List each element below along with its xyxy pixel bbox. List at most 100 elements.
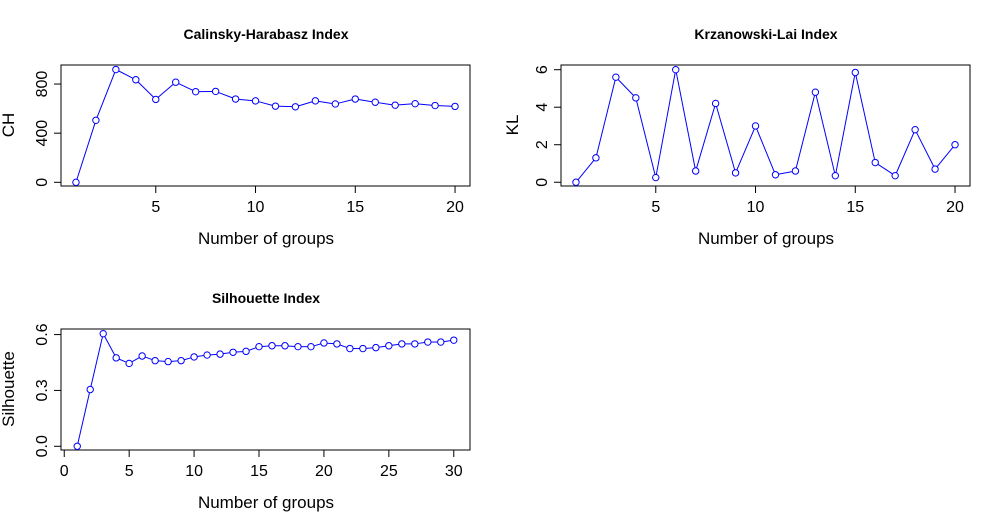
kl-data-point xyxy=(811,88,820,96)
ch-data-point xyxy=(112,65,120,74)
kl-data-point xyxy=(672,65,680,74)
ch-line-segment xyxy=(157,83,174,98)
silhouette-line-segment xyxy=(391,343,399,346)
kl-data-point xyxy=(931,165,939,173)
kl-line-segment xyxy=(696,106,716,169)
kl-line-segment xyxy=(855,75,876,160)
silhouette-data-point xyxy=(307,342,315,351)
kl-y-tick-label: 6 xyxy=(534,65,551,74)
silhouette-title: Silhouette Index xyxy=(212,290,320,306)
kl-line-segment xyxy=(877,163,893,175)
ch-line-segment xyxy=(438,105,452,107)
ch-line-segment xyxy=(96,72,116,118)
kl-line-segment xyxy=(795,95,816,169)
ch-y-tick-label: 0 xyxy=(34,178,51,187)
kl-line-segment xyxy=(756,128,775,172)
kl-x-tick-label: 20 xyxy=(946,199,964,216)
ch-data-point xyxy=(271,102,280,110)
silhouette-data-point xyxy=(216,350,224,358)
silhouette-data-point xyxy=(177,356,185,365)
kl-series xyxy=(572,65,959,186)
ch-data-point xyxy=(172,78,180,86)
kl-data-point xyxy=(771,171,780,179)
kl-x-tick-label: 10 xyxy=(747,199,765,216)
kl-x-tick-label: 5 xyxy=(651,199,660,216)
ch-data-point xyxy=(92,116,100,124)
ch-x-axis: 5 10 15 20 xyxy=(151,185,464,216)
kl-y-tick-label: 2 xyxy=(534,140,551,149)
ch-line-segment xyxy=(358,99,373,103)
kl-line-segment xyxy=(936,146,954,167)
silhouette-data-point xyxy=(320,339,328,347)
silhouette-data-point xyxy=(112,354,120,362)
silhouette-data-point xyxy=(164,357,172,366)
silhouette-x-tick-label: 25 xyxy=(380,463,398,480)
kl-data-point xyxy=(751,122,760,130)
silhouette-x-tick-label: 30 xyxy=(445,463,463,480)
silhouette-line-segment xyxy=(77,392,90,444)
silhouette-data-point xyxy=(268,342,276,350)
kl-line-segment xyxy=(675,72,696,168)
silhouette-data-point xyxy=(203,351,211,359)
ch-data-point xyxy=(391,101,399,109)
ch-line-segment xyxy=(118,70,134,79)
silhouette-x-tick-label: 20 xyxy=(315,463,333,480)
kl-x-axis-label: Number of groups xyxy=(698,229,834,248)
ch-x-tick-label: 10 xyxy=(247,199,265,216)
ch-data-point xyxy=(72,178,80,187)
ch-data-point xyxy=(251,97,260,105)
ch-line-segment xyxy=(418,103,432,106)
silhouette-data-point xyxy=(346,344,354,353)
ch-data-point xyxy=(231,95,240,103)
silhouette-x-axis-label: Number of groups xyxy=(198,493,334,512)
silhouette-data-point xyxy=(424,338,432,346)
silhouette-line-segment xyxy=(144,356,153,361)
silhouette-data-point xyxy=(73,442,81,450)
silhouette-line-segment xyxy=(118,358,127,363)
ch-x-tick-label: 5 xyxy=(151,199,160,216)
kl-data-point xyxy=(891,171,899,180)
silhouette-data-point xyxy=(125,359,133,368)
silhouette-panel: Silhouette Index 0 5 10 15 20 25 30 0.00.30.6 … xyxy=(0,290,471,512)
silhouette-line-segment xyxy=(223,352,230,355)
silhouette-data-point xyxy=(450,336,458,344)
silhouette-line-segment xyxy=(90,336,103,387)
silhouette-data-point xyxy=(281,342,289,350)
kl-line-segment xyxy=(655,72,676,175)
silhouette-data-point xyxy=(151,356,159,365)
ch-y-axis-label: CH xyxy=(0,113,18,138)
kl-line-segment xyxy=(636,100,656,175)
ch-y-tick-label: 400 xyxy=(34,120,51,147)
silhouette-y-axis-label: Silhouette xyxy=(0,351,18,427)
ch-data-point xyxy=(311,97,320,105)
kl-line-segment xyxy=(596,80,616,155)
ch-data-point xyxy=(331,100,340,108)
ch-panel: Calinsky-Harabasz Index 5 10 15 20 0400800 … xyxy=(0,26,471,248)
ch-line-segment xyxy=(218,92,233,99)
ch-data-point xyxy=(152,95,160,104)
silhouette-data-point xyxy=(398,340,406,348)
ch-title: Calinsky-Harabasz Index xyxy=(184,26,349,42)
kl-data-point xyxy=(691,167,700,175)
kl-data-point xyxy=(652,173,660,182)
ch-line-segment xyxy=(318,100,333,104)
silhouette-x-tick-label: 10 xyxy=(185,463,203,480)
ch-line-segment xyxy=(338,99,353,104)
silhouette-data-point xyxy=(294,342,302,351)
silhouette-line-segment xyxy=(339,344,348,348)
ch-x-tick-label: 15 xyxy=(346,199,364,216)
silhouette-y-tick-label: 0.3 xyxy=(34,379,51,401)
kl-line-segment xyxy=(577,160,595,181)
kl-y-axis-label: KL xyxy=(503,115,522,136)
silhouette-x-tick-label: 0 xyxy=(60,463,69,480)
silhouette-data-point xyxy=(411,340,419,348)
silhouette-data-point xyxy=(385,342,393,350)
ch-line-segment xyxy=(137,81,154,98)
silhouette-data-point xyxy=(242,347,250,356)
ch-plot-frame xyxy=(60,64,471,187)
ch-line-segment xyxy=(398,103,412,106)
kl-data-point xyxy=(951,141,959,149)
silhouette-data-point xyxy=(333,340,341,348)
ch-data-point xyxy=(132,76,140,84)
